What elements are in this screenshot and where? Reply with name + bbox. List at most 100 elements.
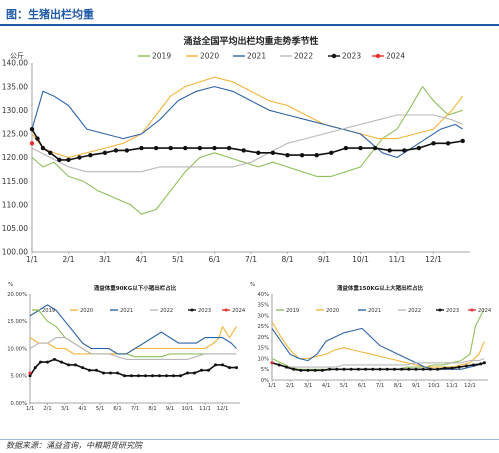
legend-label: 2023 bbox=[446, 308, 459, 314]
y-tick-label: 5.00% bbox=[11, 374, 28, 380]
data-point-2023 bbox=[81, 366, 84, 370]
x-tick-label: 1/1 bbox=[26, 406, 34, 412]
data-point-2023 bbox=[241, 148, 246, 153]
y-tick-label: 20% bbox=[257, 335, 269, 341]
legend-item-2019: 2019 bbox=[276, 308, 299, 314]
data-point-2023 bbox=[200, 368, 203, 372]
legend-label: 2019 bbox=[286, 308, 299, 314]
y-tick-label: 15.00% bbox=[7, 319, 27, 325]
chart-title: 涌益全国平均出栏均重走势季节性 bbox=[183, 35, 318, 47]
data-point-2023 bbox=[197, 145, 203, 151]
data-point-2023 bbox=[88, 152, 93, 158]
x-tick-label: 8/1 bbox=[148, 406, 156, 412]
legend-label: 2023 bbox=[342, 52, 361, 61]
data-point-2023 bbox=[472, 363, 476, 367]
data-point-2023 bbox=[158, 374, 161, 378]
data-point-2023 bbox=[320, 368, 324, 372]
data-source-note: 数据来源：涌益咨询，中粮期货研究院 bbox=[6, 441, 142, 450]
data-point-2023 bbox=[299, 368, 303, 372]
data-point-2023 bbox=[123, 374, 126, 378]
y-tick-label: 5% bbox=[261, 367, 269, 373]
series-line-2021 bbox=[31, 86, 463, 159]
data-point-2023 bbox=[428, 367, 432, 371]
legend-label: 2020 bbox=[326, 308, 339, 314]
y-tick-label: 0% bbox=[261, 378, 269, 384]
x-tick-label: 3/1 bbox=[99, 255, 111, 264]
data-point-2023 bbox=[285, 152, 290, 158]
x-tick-label: 6/1 bbox=[358, 383, 366, 389]
data-point-2023 bbox=[228, 366, 231, 370]
data-point-2023 bbox=[364, 367, 368, 371]
legend-label: 2021 bbox=[368, 308, 381, 314]
series-line-2022 bbox=[31, 114, 463, 173]
data-point-2023 bbox=[450, 366, 454, 370]
data-point-2024 bbox=[270, 361, 274, 365]
data-point-2023 bbox=[400, 367, 404, 371]
chart-title: 涌益体重90KG以下小猪出栏占比 bbox=[94, 284, 177, 292]
data-point-2023 bbox=[414, 367, 418, 371]
x-tick-label: 9/1 bbox=[412, 383, 420, 389]
y-tick-label: 20.00% bbox=[7, 292, 27, 298]
legend-label: 2024 bbox=[232, 308, 246, 314]
x-tick-label: 11/1 bbox=[389, 255, 406, 264]
x-tick-label: 12/1 bbox=[464, 383, 476, 389]
series-line-2020 bbox=[31, 76, 464, 159]
data-point-2023 bbox=[292, 367, 296, 371]
x-tick-label: 1/1 bbox=[26, 255, 38, 264]
data-point-2023 bbox=[67, 363, 70, 367]
y-tick-label: 35% bbox=[257, 303, 269, 309]
y-axis-label: % bbox=[250, 282, 255, 288]
data-point-2023 bbox=[40, 145, 46, 151]
data-point-2023 bbox=[48, 150, 53, 155]
data-point-2023 bbox=[328, 367, 332, 371]
data-point-2023 bbox=[335, 367, 339, 371]
data-point-2023 bbox=[130, 374, 133, 378]
data-point-2023 bbox=[329, 150, 334, 155]
legend-item-2022: 2022 bbox=[280, 52, 313, 61]
data-point-2023 bbox=[407, 367, 411, 371]
data-point-2024 bbox=[29, 141, 35, 146]
data-point-2023 bbox=[172, 374, 175, 378]
x-tick-label: 12/1 bbox=[425, 255, 442, 264]
data-point-2023 bbox=[165, 374, 168, 378]
y-axis-label: % bbox=[8, 282, 13, 288]
y-tick-label: 0.00% bbox=[11, 401, 28, 407]
data-point-2023 bbox=[421, 367, 425, 371]
data-point-2023 bbox=[77, 155, 82, 160]
footer-divider bbox=[0, 439, 499, 440]
x-tick-label: 11/1 bbox=[199, 406, 211, 412]
y-axis-label: 公斤 bbox=[10, 51, 24, 60]
legend-marker bbox=[224, 308, 228, 312]
data-point-2023 bbox=[212, 145, 217, 151]
series-line-2019 bbox=[31, 86, 463, 215]
series-line-2022 bbox=[29, 337, 237, 360]
legend-label: 2019 bbox=[42, 308, 55, 314]
x-tick-label: 2/1 bbox=[43, 406, 51, 412]
data-point-2023 bbox=[482, 361, 486, 365]
legend-item-2021: 2021 bbox=[110, 308, 133, 314]
legend-label: 2022 bbox=[294, 52, 313, 61]
y-tick-label: 125.00 bbox=[2, 130, 28, 139]
y-tick-label: 10% bbox=[257, 356, 269, 362]
data-point-2023 bbox=[35, 136, 40, 141]
data-point-2023 bbox=[95, 368, 98, 372]
data-point-2023 bbox=[179, 374, 182, 378]
x-tick-label: 3/1 bbox=[61, 406, 69, 412]
legend-item-2023: 2023 bbox=[188, 308, 211, 314]
data-point-2023 bbox=[137, 374, 140, 378]
y-tick-label: 40% bbox=[257, 292, 269, 298]
legend-item-2021: 2021 bbox=[233, 52, 266, 61]
y-tick-label: 105.00 bbox=[2, 224, 28, 233]
legend-marker bbox=[470, 308, 474, 312]
x-tick-label: 5/1 bbox=[172, 255, 184, 264]
data-point-2023 bbox=[392, 367, 396, 371]
x-tick-label: 12/1 bbox=[217, 406, 229, 412]
x-tick-label: 7/1 bbox=[131, 406, 139, 412]
series-line-2019 bbox=[271, 308, 485, 370]
x-tick-label: 4/1 bbox=[78, 406, 86, 412]
data-point-2023 bbox=[436, 367, 440, 371]
legend-item-2023: 2023 bbox=[328, 52, 361, 61]
x-tick-label: 8/1 bbox=[281, 255, 293, 264]
data-point-2023 bbox=[214, 363, 217, 367]
